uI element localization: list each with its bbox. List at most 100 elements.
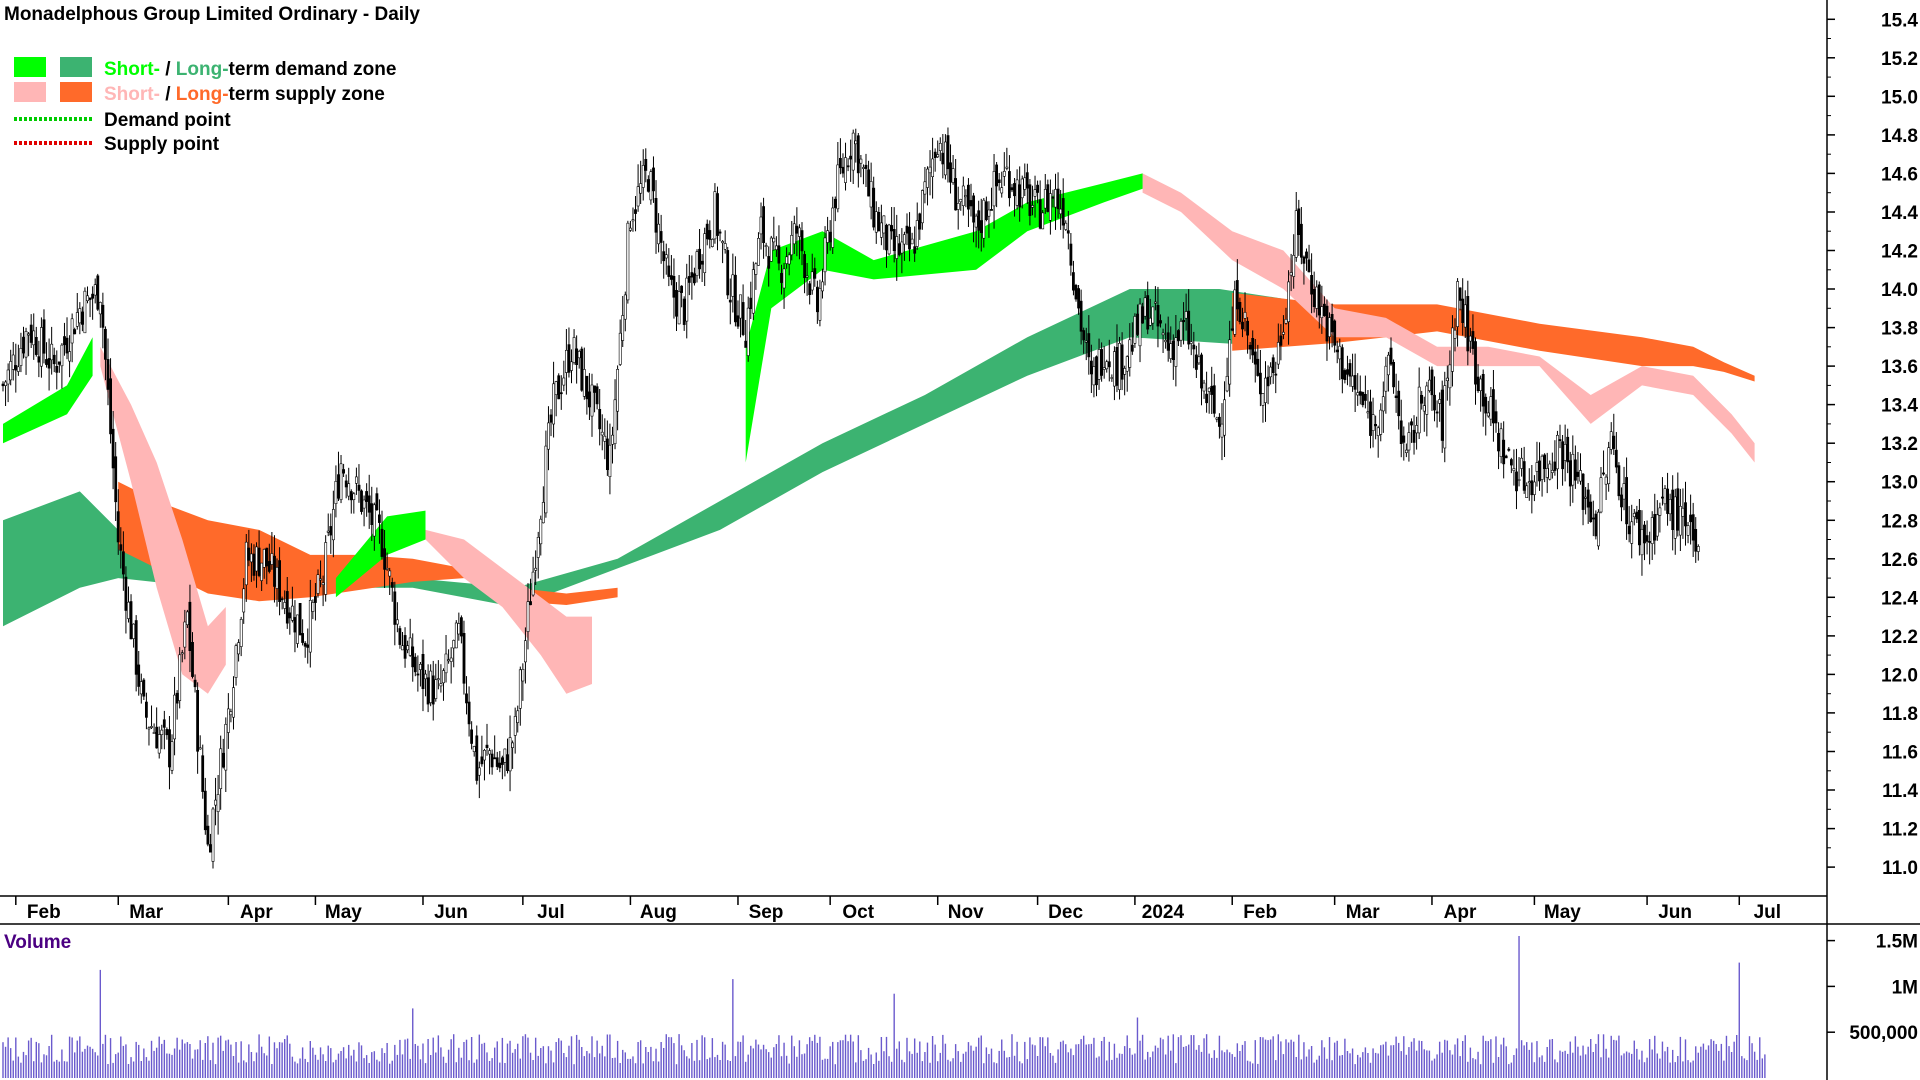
candle bbox=[611, 426, 614, 464]
candle bbox=[1256, 344, 1260, 377]
candle bbox=[841, 153, 845, 178]
candle bbox=[511, 740, 515, 769]
candle bbox=[1563, 424, 1567, 482]
candle bbox=[992, 154, 996, 229]
candle bbox=[1520, 447, 1524, 477]
candle bbox=[966, 178, 970, 227]
candle bbox=[1453, 318, 1457, 352]
candle bbox=[685, 263, 689, 339]
candle bbox=[1379, 403, 1383, 442]
candle bbox=[657, 213, 661, 253]
month-tick-label: Feb bbox=[1243, 902, 1277, 923]
candle bbox=[1141, 302, 1145, 324]
candle bbox=[57, 361, 61, 373]
candle bbox=[278, 547, 282, 616]
candle bbox=[109, 358, 113, 444]
candle bbox=[308, 579, 312, 668]
candle bbox=[1510, 457, 1513, 474]
candle bbox=[1054, 173, 1057, 230]
candle bbox=[1463, 290, 1467, 338]
candle bbox=[677, 275, 681, 325]
candle bbox=[362, 495, 366, 527]
candle bbox=[1622, 466, 1626, 511]
month-tick-label: Feb bbox=[27, 902, 61, 923]
legend-slash: / bbox=[160, 59, 176, 80]
candle bbox=[1205, 371, 1209, 413]
candle bbox=[862, 164, 865, 185]
candle bbox=[132, 623, 136, 648]
short-supply-zone-0 bbox=[100, 346, 226, 694]
candle bbox=[864, 153, 868, 187]
candle bbox=[293, 600, 297, 653]
candle bbox=[1668, 493, 1672, 522]
candle bbox=[1000, 171, 1004, 198]
candle bbox=[1361, 391, 1365, 408]
price-tick-label: 14.8 bbox=[1881, 126, 1918, 147]
candle bbox=[856, 133, 860, 188]
candle bbox=[613, 379, 617, 450]
candle bbox=[288, 607, 292, 635]
candle bbox=[618, 319, 622, 366]
candle bbox=[874, 201, 878, 244]
candle bbox=[600, 414, 604, 451]
candle bbox=[877, 207, 881, 232]
candle bbox=[224, 717, 228, 792]
candle bbox=[1302, 255, 1306, 285]
short-demand-zone-2 bbox=[745, 173, 1143, 463]
candle bbox=[203, 777, 207, 835]
candle bbox=[360, 489, 363, 515]
candle bbox=[157, 726, 161, 759]
candle bbox=[1346, 355, 1349, 386]
candle bbox=[1589, 494, 1593, 523]
candle bbox=[1425, 381, 1429, 437]
candle bbox=[1279, 324, 1283, 361]
volume-tick-label: 1M bbox=[1892, 977, 1918, 998]
candle bbox=[882, 215, 886, 250]
candle bbox=[1195, 345, 1198, 378]
candle bbox=[388, 567, 392, 595]
candle bbox=[239, 616, 243, 657]
candle bbox=[1338, 338, 1342, 381]
candle bbox=[974, 213, 978, 248]
candle bbox=[523, 627, 527, 684]
candle bbox=[1184, 293, 1188, 331]
candle bbox=[913, 226, 917, 262]
candle bbox=[467, 686, 471, 737]
candle bbox=[160, 724, 164, 750]
candle bbox=[201, 744, 205, 799]
candle bbox=[518, 666, 522, 726]
candle bbox=[680, 285, 684, 308]
candle bbox=[1235, 259, 1239, 321]
candle bbox=[887, 223, 891, 256]
candle bbox=[905, 213, 909, 246]
candle bbox=[475, 725, 479, 785]
candle bbox=[580, 346, 584, 392]
candle bbox=[951, 155, 955, 185]
candle bbox=[270, 532, 274, 570]
month-tick-label: Apr bbox=[240, 902, 273, 923]
candle bbox=[1041, 210, 1045, 230]
candle bbox=[1171, 334, 1175, 380]
candle bbox=[506, 738, 509, 774]
candle bbox=[1297, 199, 1301, 256]
candle bbox=[577, 349, 581, 369]
candle bbox=[1151, 306, 1155, 330]
candle bbox=[1689, 494, 1693, 545]
candle bbox=[598, 389, 602, 446]
candle bbox=[1061, 178, 1065, 239]
candle bbox=[365, 483, 369, 517]
candle bbox=[762, 197, 766, 259]
candle bbox=[1238, 297, 1242, 325]
candle bbox=[984, 196, 988, 222]
candle bbox=[1417, 367, 1421, 439]
candle bbox=[1146, 281, 1150, 335]
candle bbox=[170, 734, 174, 775]
candle bbox=[1269, 362, 1273, 385]
candle bbox=[928, 150, 932, 196]
candle bbox=[1435, 400, 1439, 428]
candle bbox=[1643, 521, 1646, 561]
candle bbox=[1192, 331, 1196, 369]
candle bbox=[1420, 390, 1424, 410]
candle bbox=[1264, 361, 1267, 422]
candle bbox=[283, 590, 287, 615]
